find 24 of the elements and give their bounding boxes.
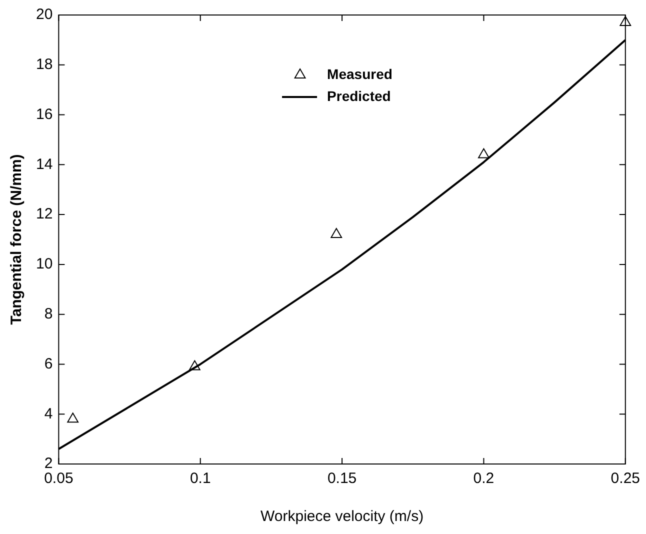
point: [478, 148, 490, 158]
y-tick-label: 14: [36, 156, 53, 173]
x-tick-label: 0.05: [44, 470, 74, 488]
x-tick-label: 0.25: [610, 470, 640, 488]
point: [620, 16, 632, 26]
y-tick-label: 16: [36, 106, 53, 123]
x-tick-label: 0.2: [473, 470, 494, 488]
y-axis-title: Tangential force (N/mm): [8, 154, 26, 325]
point: [67, 412, 79, 423]
legend-label: Predicted: [327, 88, 391, 104]
x-tick-label: 0.15: [327, 470, 357, 488]
x-axis-title: Workpiece velocity (m/s): [260, 508, 424, 526]
y-tick-label: 4: [44, 405, 53, 422]
point: [189, 360, 200, 370]
point: [330, 228, 342, 238]
x-tick-label: 0.1: [190, 470, 211, 488]
y-tick-label: 10: [36, 256, 53, 273]
legend-label: Measured: [327, 66, 392, 82]
y-tick-label: 18: [36, 56, 53, 74]
y-tick-label: 6: [44, 355, 53, 372]
y-tick-label: 12: [36, 206, 53, 223]
y-tick-label: 8: [44, 305, 53, 322]
y-tick-label: 20: [36, 6, 53, 24]
y-tick-label: 2: [44, 455, 53, 472]
